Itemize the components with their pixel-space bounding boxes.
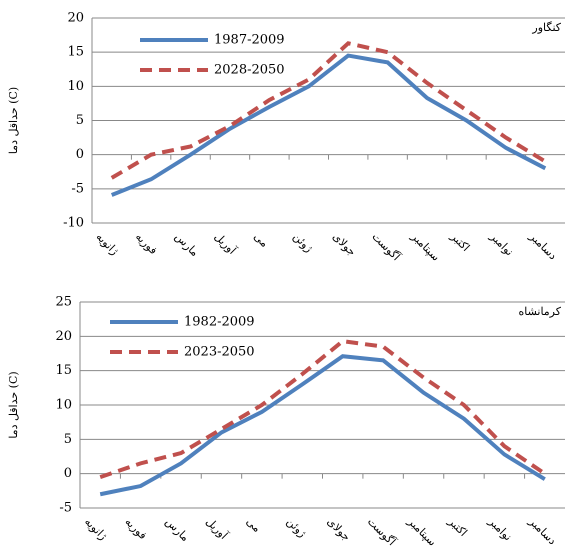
y-tick-label: 20: [67, 11, 84, 26]
x-tick-label: ژوئن: [284, 515, 309, 540]
x-tick-label: ژوئن: [291, 230, 316, 255]
x-tick-label: آوریل: [212, 230, 240, 258]
x-tick-label: نوامبر: [487, 229, 516, 258]
x-tick-label: دسامبر: [526, 514, 559, 547]
annotation: کنگاور: [531, 21, 561, 34]
y-axis-label: حداقل دما (C): [7, 371, 20, 438]
x-tick-label: نوامبر: [485, 514, 514, 543]
x-tick-label: جولای: [324, 515, 353, 544]
y-tick-label: 0: [64, 466, 72, 481]
x-tick-label: می: [244, 515, 264, 535]
y-tick-label: 0: [76, 147, 84, 162]
x-tick-label: سپتامبر: [408, 229, 442, 263]
legend-label: 1982-2009: [184, 315, 255, 330]
series-line: [99, 339, 546, 479]
series-line: [110, 41, 547, 180]
x-tick-label: دسامبر: [526, 229, 559, 262]
x-tick-label: ژانویه: [82, 515, 110, 543]
y-axis-label: حداقل دما (C): [7, 87, 20, 154]
y-tick-label: -5: [59, 501, 72, 516]
x-tick-label: آوریل: [203, 515, 231, 543]
y-tick-label: -5: [71, 181, 84, 196]
x-tick-label: آگوست: [365, 515, 399, 549]
x-tick-label: فوریه: [133, 230, 160, 257]
y-tick-label: 5: [64, 432, 72, 447]
x-tick-label: اکتبر: [448, 229, 473, 254]
x-tick-label: می: [251, 230, 271, 250]
y-tick-label: 25: [55, 295, 72, 310]
x-tick-label: سپتامبر: [405, 514, 439, 548]
y-tick-label: -10: [63, 216, 84, 231]
x-tick-label: فوریه: [122, 515, 149, 542]
legend-label: 2028-2050: [214, 63, 285, 78]
y-tick-label: 5: [76, 113, 84, 128]
y-tick-label: 10: [67, 79, 84, 94]
series-line: [110, 53, 547, 197]
annotation: کرمانشاه: [518, 305, 561, 318]
y-tick-label: 15: [67, 45, 84, 60]
y-tick-label: 20: [55, 329, 72, 344]
x-tick-label: آگوست: [369, 230, 403, 264]
legend-label: 1987-2009: [214, 33, 285, 48]
x-tick-label: جولای: [330, 230, 359, 259]
x-tick-label: مارس: [163, 515, 192, 544]
y-tick-label: 10: [55, 398, 72, 413]
x-tick-label: اکتبر: [445, 514, 470, 539]
x-tick-label: مارس: [172, 230, 201, 259]
y-tick-label: 15: [55, 363, 72, 378]
series-line: [99, 354, 546, 497]
x-tick-label: ژانویه: [93, 230, 121, 258]
legend-label: 2023-2050: [184, 345, 255, 360]
